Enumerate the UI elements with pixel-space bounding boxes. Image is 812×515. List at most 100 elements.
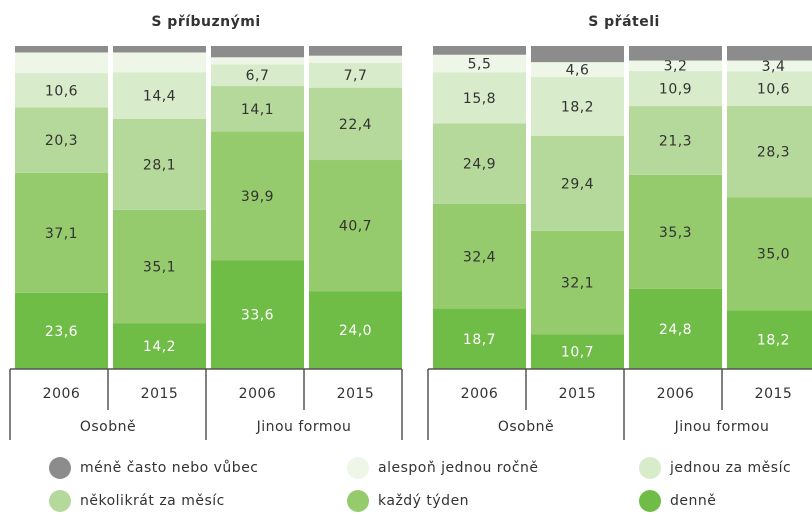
- bar-segment: [15, 52, 108, 74]
- bar-segment: [433, 72, 526, 124]
- bar-segment: [309, 62, 402, 88]
- bar-segment: [113, 72, 206, 119]
- value-label: 10,7: [561, 345, 594, 361]
- value-label: 24,8: [659, 322, 692, 338]
- value-label: 18,2: [561, 99, 594, 115]
- bar-segment: [113, 118, 206, 210]
- value-label: 18,7: [463, 332, 496, 348]
- bar-segment: [433, 46, 526, 55]
- bar-segment: [629, 106, 722, 175]
- bar-segment: [15, 107, 108, 173]
- bar-segment: [727, 310, 812, 369]
- value-label: 29,4: [561, 176, 594, 192]
- bar-segment: [727, 197, 812, 311]
- bar-segment: [727, 60, 812, 72]
- value-label: 18,2: [757, 333, 790, 349]
- legend-label: méně často nebo vůbec: [80, 460, 259, 476]
- bar-segment: [15, 73, 108, 108]
- value-label: 7,7: [344, 68, 368, 84]
- bar-segment: [15, 292, 108, 369]
- bar-segment: [113, 323, 206, 369]
- bar-segment: [531, 77, 624, 136]
- value-label: 35,1: [143, 259, 176, 275]
- bar-segment: [531, 135, 624, 231]
- x-tick-label: 2006: [657, 386, 695, 402]
- value-label: 10,9: [659, 81, 692, 97]
- value-label: 14,2: [143, 339, 176, 355]
- bar-segment: [309, 55, 402, 63]
- bar-segment: [433, 203, 526, 309]
- x-tick-label: 2006: [43, 386, 81, 402]
- bar-segment: [211, 64, 304, 87]
- legend-swatch: [49, 490, 71, 512]
- legend-label: alespoň jednou ročně: [378, 460, 539, 476]
- group-label: Jinou formou: [674, 419, 770, 435]
- bar-segment: [113, 209, 206, 324]
- value-label: 3,2: [664, 59, 688, 75]
- value-label: 40,7: [339, 219, 372, 235]
- legend-swatch: [639, 490, 661, 512]
- bar-segment: [113, 46, 206, 53]
- value-label: 14,1: [241, 102, 274, 118]
- bar-segment: [629, 174, 722, 289]
- bar-segment: [531, 334, 624, 369]
- value-label: 33,6: [241, 308, 274, 324]
- bar-segment: [309, 87, 402, 161]
- bar-segment: [433, 123, 526, 204]
- bar-segment: [433, 54, 526, 73]
- bar-segment: [629, 46, 722, 61]
- value-label: 24,9: [463, 157, 496, 173]
- value-label: 28,3: [757, 144, 790, 160]
- value-label: 22,4: [339, 117, 372, 133]
- bar-segment: [531, 230, 624, 335]
- bar-segment: [433, 308, 526, 369]
- group-label: Osobně: [498, 419, 554, 435]
- value-label: 32,4: [463, 249, 496, 265]
- bar-segment: [727, 46, 812, 61]
- value-label: 35,0: [757, 247, 790, 263]
- panel-title: S příbuznými: [151, 14, 260, 30]
- x-tick-label: 2015: [559, 386, 597, 402]
- bar-segment: [531, 46, 624, 63]
- legend-swatch: [639, 457, 661, 479]
- x-tick-label: 2015: [141, 386, 179, 402]
- bar-segment: [309, 291, 402, 369]
- bar-segment: [211, 86, 304, 132]
- group-label: Jinou formou: [256, 419, 352, 435]
- bar-segment: [531, 62, 624, 78]
- value-label: 35,3: [659, 225, 692, 241]
- bar-segment: [309, 160, 402, 292]
- legend-swatch: [49, 457, 71, 479]
- x-tick-label: 2015: [337, 386, 375, 402]
- bar-segment: [629, 70, 722, 107]
- bar-segment: [211, 46, 304, 58]
- bar-segment: [211, 260, 304, 369]
- value-label: 10,6: [757, 82, 790, 98]
- x-tick-label: 2015: [755, 386, 793, 402]
- value-label: 4,6: [566, 63, 590, 79]
- legend-swatch: [347, 457, 369, 479]
- value-label: 37,1: [45, 226, 78, 242]
- bar-segment: [629, 288, 722, 369]
- legend-label: jednou za měsíc: [669, 460, 791, 476]
- value-label: 10,6: [45, 83, 78, 99]
- legend-label: denně: [670, 493, 716, 509]
- value-label: 20,3: [45, 133, 78, 149]
- legend-swatch: [347, 490, 369, 512]
- panel-title: S přáteli: [588, 14, 660, 30]
- bar-segment: [629, 60, 722, 71]
- bar-segment: [211, 131, 304, 261]
- value-label: 6,7: [246, 68, 270, 84]
- group-label: Osobně: [80, 419, 136, 435]
- value-label: 14,4: [143, 89, 176, 105]
- x-tick-label: 2006: [461, 386, 499, 402]
- value-label: 32,1: [561, 276, 594, 292]
- value-label: 24,0: [339, 323, 372, 339]
- bar-segment: [15, 172, 108, 293]
- bar-segment: [727, 105, 812, 198]
- bar-segment: [309, 46, 402, 56]
- value-label: 3,4: [762, 59, 786, 75]
- value-label: 5,5: [468, 57, 492, 73]
